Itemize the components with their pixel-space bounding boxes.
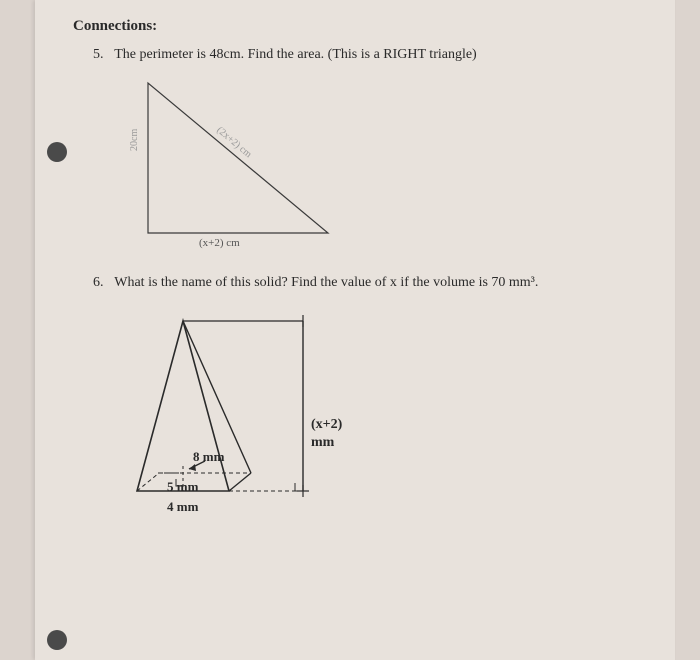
right-triangle-svg (133, 73, 353, 253)
punch-hole-icon (47, 142, 67, 162)
question-number: 5. (93, 47, 111, 63)
pyramid-svg (113, 301, 413, 531)
pyramid-width-label: 5 mm (167, 479, 198, 495)
pyramid-base-label: 4 mm (167, 499, 198, 515)
triangle-figure: 20cm (2x+2) cm (x+2) cm (133, 73, 353, 253)
question-text: The perimeter is 48cm. Find the area. (T… (114, 47, 476, 62)
question-number: 6. (93, 275, 111, 291)
pyramid-slant-label: 8 mm (193, 449, 224, 465)
pyramid-figure: (x+2) mm 8 mm 5 mm 4 mm (113, 301, 413, 531)
pyramid-height-label-line2: mm (311, 435, 334, 451)
question-text: What is the name of this solid? Find the… (114, 275, 538, 290)
triangle-base-label: (x+2) cm (199, 237, 240, 249)
worksheet-page: Connections: 5. The perimeter is 48cm. F… (35, 0, 675, 660)
pyramid-height-label-line1: (x+2) (311, 417, 342, 433)
section-heading: Connections: (73, 18, 647, 35)
question-6: 6. What is the name of this solid? Find … (73, 275, 647, 291)
question-5: 5. The perimeter is 48cm. Find the area.… (73, 47, 647, 63)
triangle-vertical-label: 20cm (129, 129, 140, 151)
punch-hole-icon (47, 630, 67, 650)
